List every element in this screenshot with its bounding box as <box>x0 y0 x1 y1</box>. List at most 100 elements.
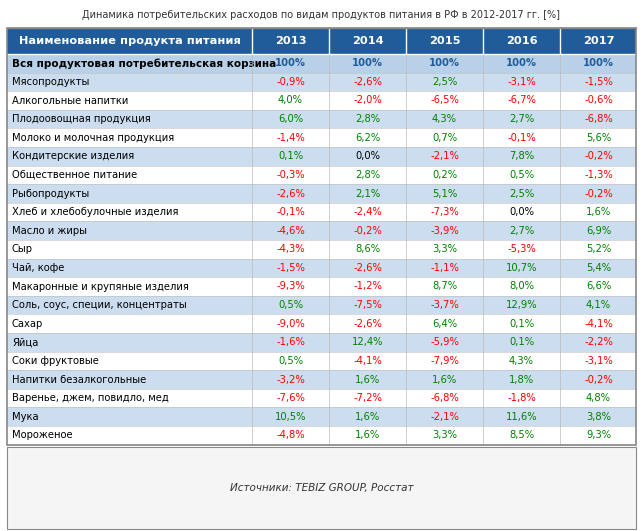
Bar <box>7 203 636 221</box>
Text: -3,1%: -3,1% <box>584 356 613 366</box>
Bar <box>7 333 636 352</box>
Text: -1,2%: -1,2% <box>353 281 382 292</box>
Text: 4,0%: 4,0% <box>278 96 303 106</box>
Text: -4,6%: -4,6% <box>276 226 305 236</box>
Text: -3,2%: -3,2% <box>276 374 305 384</box>
Text: -1,5%: -1,5% <box>276 263 305 273</box>
Text: -4,3%: -4,3% <box>276 244 305 254</box>
Bar <box>7 129 636 147</box>
Text: Соль, соус, специи, концентраты: Соль, соус, специи, концентраты <box>12 300 186 310</box>
Text: -4,1%: -4,1% <box>353 356 382 366</box>
Text: -6,8%: -6,8% <box>584 114 613 124</box>
Text: Алкогольные напитки: Алкогольные напитки <box>12 96 129 106</box>
Text: 2,7%: 2,7% <box>509 114 534 124</box>
Text: 3,8%: 3,8% <box>586 412 611 422</box>
Text: -2,0%: -2,0% <box>353 96 382 106</box>
Bar <box>7 314 636 333</box>
Text: -7,2%: -7,2% <box>353 393 382 403</box>
Text: -9,0%: -9,0% <box>276 319 305 329</box>
Text: Чай, кофе: Чай, кофе <box>12 263 64 273</box>
Text: 4,1%: 4,1% <box>586 300 611 310</box>
Text: -2,6%: -2,6% <box>353 319 382 329</box>
Text: 0,0%: 0,0% <box>355 151 380 161</box>
Text: 100%: 100% <box>352 58 383 68</box>
Text: -1,5%: -1,5% <box>584 77 613 87</box>
Text: 1,6%: 1,6% <box>355 412 380 422</box>
Text: -4,8%: -4,8% <box>276 430 305 440</box>
Text: -6,5%: -6,5% <box>430 96 459 106</box>
Text: 10,5%: 10,5% <box>275 412 306 422</box>
Text: 100%: 100% <box>583 58 614 68</box>
Text: 2015: 2015 <box>429 36 460 46</box>
Text: 10,7%: 10,7% <box>506 263 538 273</box>
Text: Рыбопродукты: Рыбопродукты <box>12 189 89 199</box>
Text: 11,6%: 11,6% <box>505 412 538 422</box>
Text: 2016: 2016 <box>505 36 538 46</box>
Text: -1,8%: -1,8% <box>507 393 536 403</box>
Text: 8,6%: 8,6% <box>355 244 380 254</box>
Text: Плодоовощная продукция: Плодоовощная продукция <box>12 114 150 124</box>
Text: -1,6%: -1,6% <box>276 337 305 347</box>
Text: Кондитерские изделия: Кондитерские изделия <box>12 151 134 161</box>
Text: 12,9%: 12,9% <box>505 300 538 310</box>
Text: 0,0%: 0,0% <box>509 207 534 217</box>
Bar <box>7 28 636 444</box>
Text: 2,5%: 2,5% <box>509 189 534 199</box>
Text: Молоко и молочная продукция: Молоко и молочная продукция <box>12 133 174 143</box>
Text: -3,9%: -3,9% <box>430 226 459 236</box>
Text: -2,6%: -2,6% <box>353 77 382 87</box>
Text: Напитки безалкогольные: Напитки безалкогольные <box>12 374 146 384</box>
Text: 5,6%: 5,6% <box>586 133 611 143</box>
Text: 2,5%: 2,5% <box>432 77 457 87</box>
Text: -0,1%: -0,1% <box>276 207 305 217</box>
Text: 100%: 100% <box>275 58 306 68</box>
Text: 5,1%: 5,1% <box>432 189 457 199</box>
Text: 2,1%: 2,1% <box>355 189 380 199</box>
Text: Вся продуктовая потребительская корзина: Вся продуктовая потребительская корзина <box>12 58 276 68</box>
Text: -9,3%: -9,3% <box>276 281 305 292</box>
Text: 1,6%: 1,6% <box>432 374 457 384</box>
Text: -1,4%: -1,4% <box>276 133 305 143</box>
Text: 2017: 2017 <box>583 36 614 46</box>
Text: 0,7%: 0,7% <box>432 133 457 143</box>
Text: Общественное питание: Общественное питание <box>12 170 137 180</box>
Bar <box>7 277 636 296</box>
Text: 1,6%: 1,6% <box>586 207 611 217</box>
Text: Мука: Мука <box>12 412 39 422</box>
Text: 0,5%: 0,5% <box>278 300 303 310</box>
Text: 4,3%: 4,3% <box>432 114 457 124</box>
Text: -3,1%: -3,1% <box>507 77 536 87</box>
Text: -0,6%: -0,6% <box>584 96 613 106</box>
Text: Наименование продукта питания: Наименование продукта питания <box>19 36 240 46</box>
Text: -7,6%: -7,6% <box>276 393 305 403</box>
Text: -2,1%: -2,1% <box>430 151 459 161</box>
Bar <box>7 28 636 54</box>
Bar <box>7 166 636 184</box>
Text: -2,1%: -2,1% <box>430 412 459 422</box>
Bar <box>7 91 636 110</box>
Text: Динамика потребительских расходов по видам продуктов питания в РФ в 2012-2017 гг: Динамика потребительских расходов по вид… <box>82 10 561 20</box>
Text: Яйца: Яйца <box>12 337 39 347</box>
Text: 7,8%: 7,8% <box>509 151 534 161</box>
Bar <box>7 259 636 277</box>
Text: -1,3%: -1,3% <box>584 170 613 180</box>
Text: Варенье, джем, повидло, мед: Варенье, джем, повидло, мед <box>12 393 168 403</box>
Text: -0,3%: -0,3% <box>276 170 305 180</box>
Text: Макаронные и крупяные изделия: Макаронные и крупяные изделия <box>12 281 189 292</box>
Text: 100%: 100% <box>506 58 537 68</box>
Text: 0,5%: 0,5% <box>278 356 303 366</box>
Text: 6,9%: 6,9% <box>586 226 611 236</box>
Text: 6,4%: 6,4% <box>432 319 457 329</box>
Bar <box>7 110 636 129</box>
Bar <box>7 447 636 529</box>
Text: 1,6%: 1,6% <box>355 374 380 384</box>
Text: -7,5%: -7,5% <box>353 300 382 310</box>
Bar <box>7 73 636 91</box>
Text: -6,8%: -6,8% <box>430 393 459 403</box>
Text: 1,8%: 1,8% <box>509 374 534 384</box>
Text: -0,2%: -0,2% <box>353 226 382 236</box>
Bar <box>7 147 636 166</box>
Text: -2,6%: -2,6% <box>353 263 382 273</box>
Bar <box>7 221 636 240</box>
Text: 6,0%: 6,0% <box>278 114 303 124</box>
